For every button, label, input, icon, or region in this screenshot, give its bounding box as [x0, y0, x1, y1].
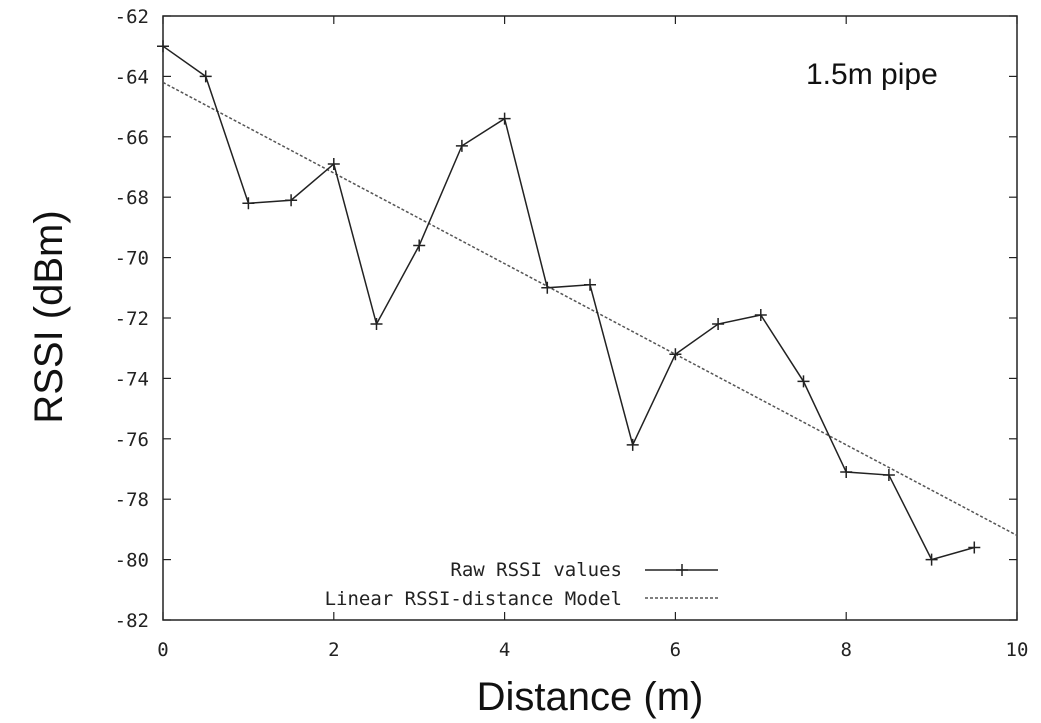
y-tick-label: -66 [115, 127, 149, 149]
legend-label-model: Linear RSSI-distance Model [325, 588, 622, 610]
x-tick-label: 8 [840, 639, 851, 661]
raw-data-point [199, 70, 212, 83]
raw-data-point [626, 438, 639, 451]
legend-marker-raw [676, 564, 688, 576]
raw-data-point [968, 541, 981, 554]
raw-data-point [797, 375, 810, 388]
legend-label-raw: Raw RSSI values [450, 559, 622, 581]
raw-data-point [882, 469, 895, 482]
x-tick-label: 2 [328, 639, 339, 661]
y-tick-label: -64 [115, 66, 149, 88]
chart-annotation: 1.5m pipe [806, 58, 938, 91]
raw-data-point [584, 278, 596, 291]
y-tick-label: -76 [115, 429, 149, 451]
x-tick-label: 10 [1006, 639, 1029, 661]
plot-frame [162, 15, 1018, 621]
legend: Raw RSSI values Linear RSSI-distance Mod… [325, 559, 718, 610]
y-tick-label: -68 [115, 187, 149, 209]
y-tick-label: -78 [115, 489, 149, 511]
raw-data-point [754, 308, 767, 321]
series-raw-line [162, 45, 975, 561]
y-tick-label: -74 [115, 368, 149, 390]
raw-data-point [285, 194, 298, 207]
series-layer [157, 40, 1018, 566]
raw-data-point [712, 318, 725, 331]
series-model-line [162, 81, 1018, 537]
raw-data-point [669, 348, 682, 361]
raw-data-point [498, 112, 511, 125]
y-tick-label: -82 [115, 610, 149, 632]
x-tick-label: 0 [157, 639, 168, 661]
y-tick-label: -70 [115, 248, 149, 270]
raw-data-point [541, 281, 554, 294]
x-axis-title: Distance (m) [477, 675, 704, 719]
y-axis-title: RSSI (dBm) [27, 210, 71, 423]
axis-tick-labels: 0 2 4 6 8 10 -62 -64 -66 -68 -70 -72 -74 -76 -78 -80 -82 [115, 6, 1029, 661]
raw-data-point [327, 157, 340, 170]
y-tick-label: -72 [115, 308, 149, 330]
raw-data-point [840, 466, 853, 479]
raw-data-point [455, 139, 468, 152]
raw-data-point [157, 40, 169, 53]
y-tick-label: -62 [115, 6, 149, 28]
x-tick-label: 4 [499, 639, 510, 661]
x-tick-label: 6 [670, 639, 681, 661]
raw-data-point [413, 239, 426, 252]
axis-ticks [162, 15, 1018, 621]
raw-data-point [242, 197, 255, 210]
y-tick-label: -80 [115, 550, 149, 572]
raw-data-point [370, 318, 383, 331]
raw-data-point [925, 553, 938, 566]
